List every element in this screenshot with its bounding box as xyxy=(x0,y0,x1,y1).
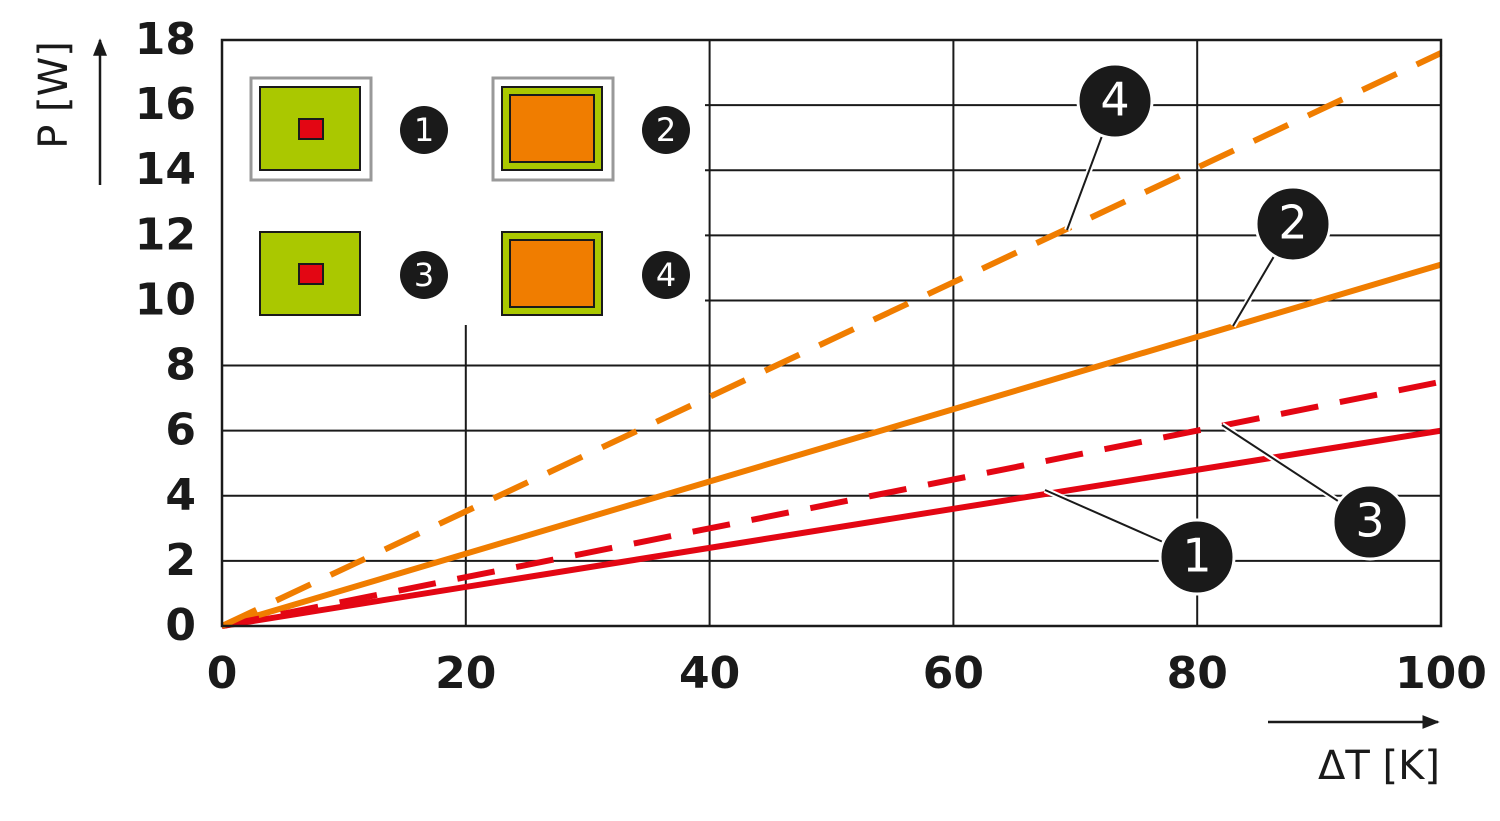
x-tick-label: 40 xyxy=(679,648,740,699)
series-line xyxy=(220,50,1443,629)
legend-icon xyxy=(509,94,595,163)
x-tick-label: 60 xyxy=(923,648,984,699)
callout-badge xyxy=(1076,62,1154,140)
series-line xyxy=(221,427,1442,629)
y-tick-label: 2 xyxy=(165,535,196,586)
y-tick-label: 12 xyxy=(135,209,196,260)
series-lines xyxy=(220,50,1443,629)
x-tick-label: 100 xyxy=(1395,648,1487,699)
callout-label: 1 xyxy=(1182,529,1211,583)
y-axis-label: P [W] xyxy=(31,41,77,149)
legend-icons xyxy=(249,76,615,316)
y-tick-label: 4 xyxy=(165,470,196,521)
legend-label: 2 xyxy=(656,111,676,149)
callout-label: 4 xyxy=(1100,73,1129,127)
y-tick-label: 16 xyxy=(135,79,196,130)
legend-icon xyxy=(491,76,615,182)
x-tick-label: 80 xyxy=(1167,648,1228,699)
callout-badge xyxy=(1158,518,1236,596)
y-tick-label: 10 xyxy=(135,274,196,325)
legend-icon xyxy=(249,76,373,182)
legend-label: 3 xyxy=(414,256,434,294)
legend-badge xyxy=(642,106,690,154)
y-tick-label: 18 xyxy=(135,14,196,65)
callout-label: 3 xyxy=(1355,494,1384,548)
series-line xyxy=(221,378,1442,629)
legend-icon xyxy=(298,263,324,285)
callout-label: 2 xyxy=(1278,196,1307,250)
series-line xyxy=(221,261,1442,629)
plot-frame xyxy=(220,38,1443,628)
legend-icon xyxy=(298,118,324,140)
legend-label: 4 xyxy=(656,256,676,294)
y-tick-label: 6 xyxy=(165,405,196,456)
legend-badge xyxy=(400,251,448,299)
x-tick-label: 20 xyxy=(435,648,496,699)
legend-icon xyxy=(509,239,595,308)
y-tick-label: 14 xyxy=(135,144,196,195)
x-tick-label: 0 xyxy=(207,648,238,699)
legend-label: 1 xyxy=(414,111,434,149)
legend-badge xyxy=(642,251,690,299)
x-axis-label: ΔT [K] xyxy=(1318,743,1440,789)
legend-badge xyxy=(400,106,448,154)
callout-badge xyxy=(1331,483,1409,561)
y-tick-label: 0 xyxy=(165,600,196,651)
callout-badge xyxy=(1254,185,1332,263)
y-tick-label: 8 xyxy=(165,340,196,391)
